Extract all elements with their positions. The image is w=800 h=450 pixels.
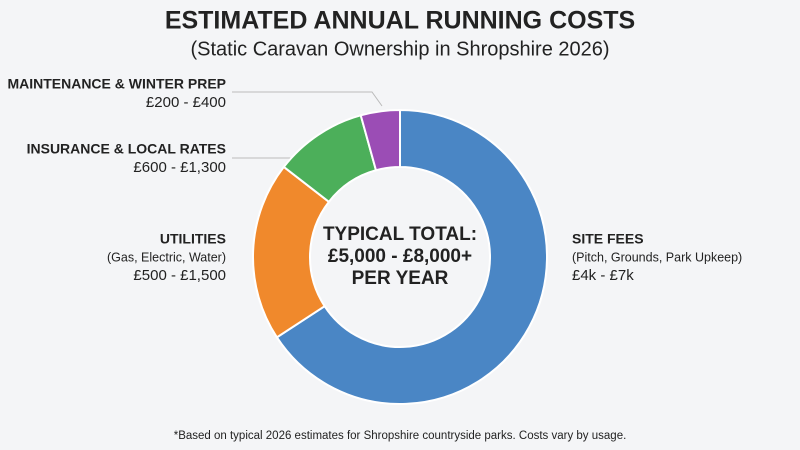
center-text: £5,000 - £8,000+ — [328, 246, 472, 267]
category-label: MAINTENANCE & WINTER PREP — [7, 76, 226, 92]
category-label: UTILITIES — [160, 231, 226, 247]
cost-range: £4k - £7k — [572, 267, 634, 284]
category-detail: (Pitch, Grounds, Park Upkeep) — [572, 250, 742, 264]
donut-segment — [359, 108, 401, 172]
chart-subtitle: (Static Caravan Ownership in Shropshire … — [190, 38, 609, 60]
chart-title: ESTIMATED ANNUAL RUNNING COSTS — [165, 7, 635, 35]
leader-line — [232, 91, 383, 107]
cost-range: £600 - £1,300 — [133, 159, 226, 176]
center-text: TYPICAL TOTAL: — [323, 224, 477, 245]
category-detail: (Gas, Electric, Water) — [107, 250, 226, 264]
category-label: INSURANCE & LOCAL RATES — [27, 141, 226, 157]
cost-range: £500 - £1,500 — [133, 267, 226, 284]
donut-segment — [275, 108, 548, 405]
cost-range: £200 - £400 — [146, 94, 226, 111]
category-label: SITE FEES — [572, 231, 644, 247]
footnote: *Based on typical 2026 estimates for Shr… — [174, 430, 627, 442]
center-text: PER YEAR — [352, 268, 449, 289]
